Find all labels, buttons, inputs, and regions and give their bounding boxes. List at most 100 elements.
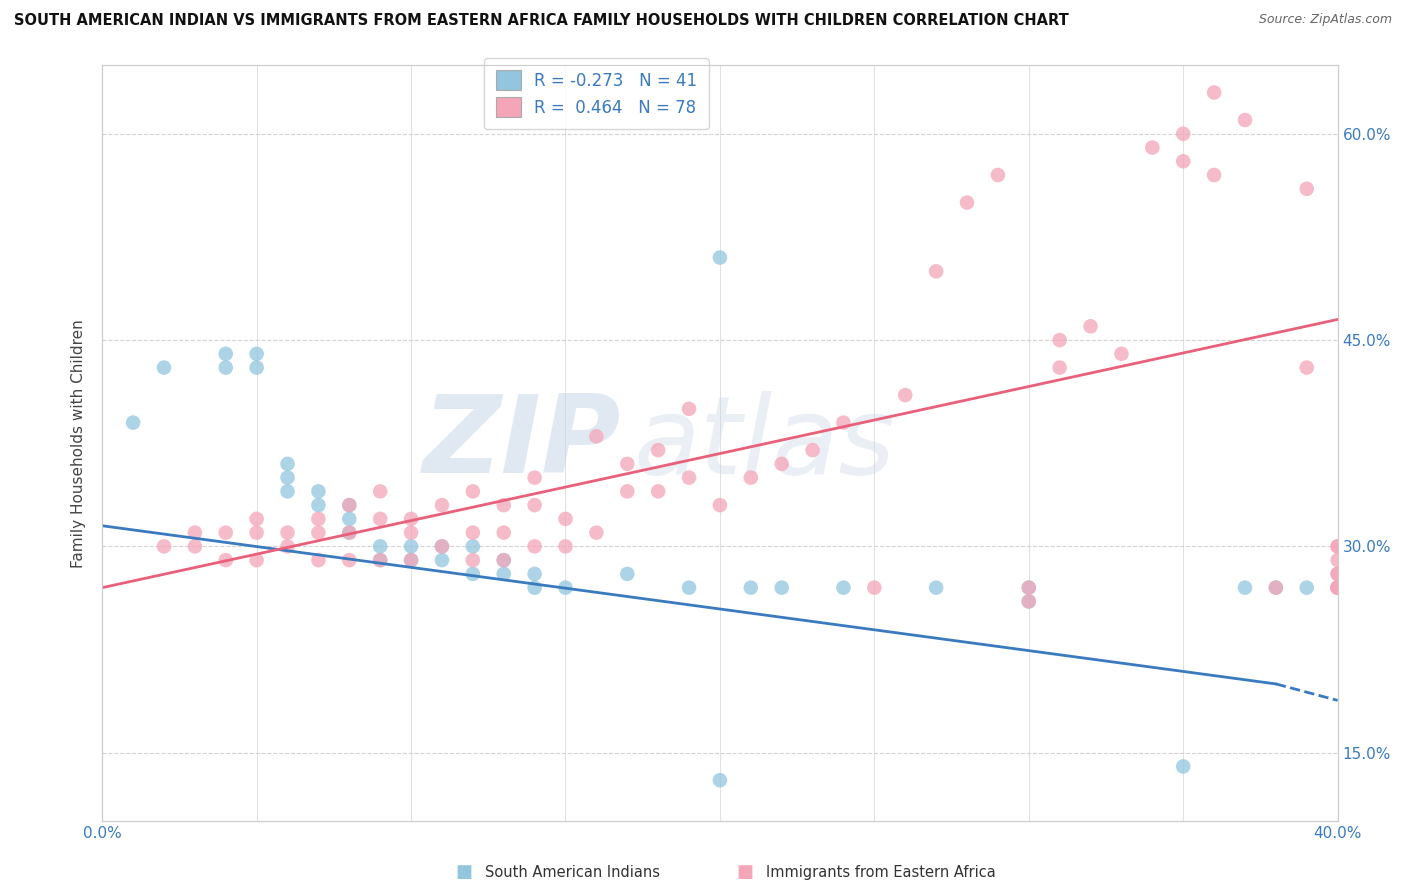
Point [337,498,360,512]
Point [307,512,329,526]
Point [1326,581,1348,595]
Point [492,553,515,567]
Point [492,525,515,540]
Text: ZIP: ZIP [423,390,621,496]
Point [430,540,453,554]
Point [399,512,422,526]
Point [276,457,298,471]
Point [399,525,422,540]
Point [246,360,269,375]
Point [770,581,793,595]
Point [709,251,731,265]
Point [863,581,886,595]
Point [1018,594,1040,608]
Text: ■: ■ [456,863,472,881]
Point [307,498,329,512]
Point [461,540,484,554]
Point [678,581,700,595]
Point [709,773,731,788]
Point [523,470,546,484]
Point [801,443,824,458]
Point [1295,360,1317,375]
Point [832,581,855,595]
Point [184,525,207,540]
Point [337,512,360,526]
Text: atlas: atlas [634,391,896,496]
Point [1326,581,1348,595]
Point [337,498,360,512]
Point [430,540,453,554]
Point [1173,759,1195,773]
Point [153,540,176,554]
Point [585,525,607,540]
Point [1295,182,1317,196]
Point [430,553,453,567]
Point [925,264,948,278]
Point [554,581,576,595]
Point [770,457,793,471]
Point [276,470,298,484]
Text: Source: ZipAtlas.com: Source: ZipAtlas.com [1258,13,1392,27]
Point [337,525,360,540]
Point [1204,168,1226,182]
Point [246,553,269,567]
Point [492,566,515,581]
Point [554,540,576,554]
Point [246,512,269,526]
Point [368,553,391,567]
Point [554,512,576,526]
Point [461,484,484,499]
Point [1111,347,1133,361]
Point [523,581,546,595]
Point [616,457,638,471]
Point [616,566,638,581]
Point [1326,566,1348,581]
Point [523,540,546,554]
Point [246,347,269,361]
Point [307,525,329,540]
Point [492,498,515,512]
Point [1080,319,1102,334]
Point [492,553,515,567]
Point [215,360,238,375]
Point [399,540,422,554]
Point [1326,566,1348,581]
Point [1264,581,1286,595]
Text: SOUTH AMERICAN INDIAN VS IMMIGRANTS FROM EASTERN AFRICA FAMILY HOUSEHOLDS WITH C: SOUTH AMERICAN INDIAN VS IMMIGRANTS FROM… [14,13,1069,29]
Point [1018,581,1040,595]
Point [337,553,360,567]
Point [184,540,207,554]
Point [1326,581,1348,595]
Point [647,443,669,458]
Point [461,566,484,581]
Point [276,525,298,540]
Point [925,581,948,595]
Point [122,416,145,430]
Point [956,195,979,210]
Point [832,416,855,430]
Point [153,360,176,375]
Point [399,553,422,567]
Text: South American Indians: South American Indians [485,865,659,880]
Point [368,540,391,554]
Point [368,512,391,526]
Point [276,540,298,554]
Point [430,498,453,512]
Point [1264,581,1286,595]
Point [1326,540,1348,554]
Point [678,470,700,484]
Text: ■: ■ [737,863,754,881]
Point [215,553,238,567]
Point [709,498,731,512]
Point [1173,154,1195,169]
Point [740,470,762,484]
Point [461,553,484,567]
Point [647,484,669,499]
Point [368,484,391,499]
Point [523,566,546,581]
Point [1018,581,1040,595]
Point [616,484,638,499]
Point [1049,333,1071,347]
Point [1233,581,1256,595]
Point [1049,360,1071,375]
